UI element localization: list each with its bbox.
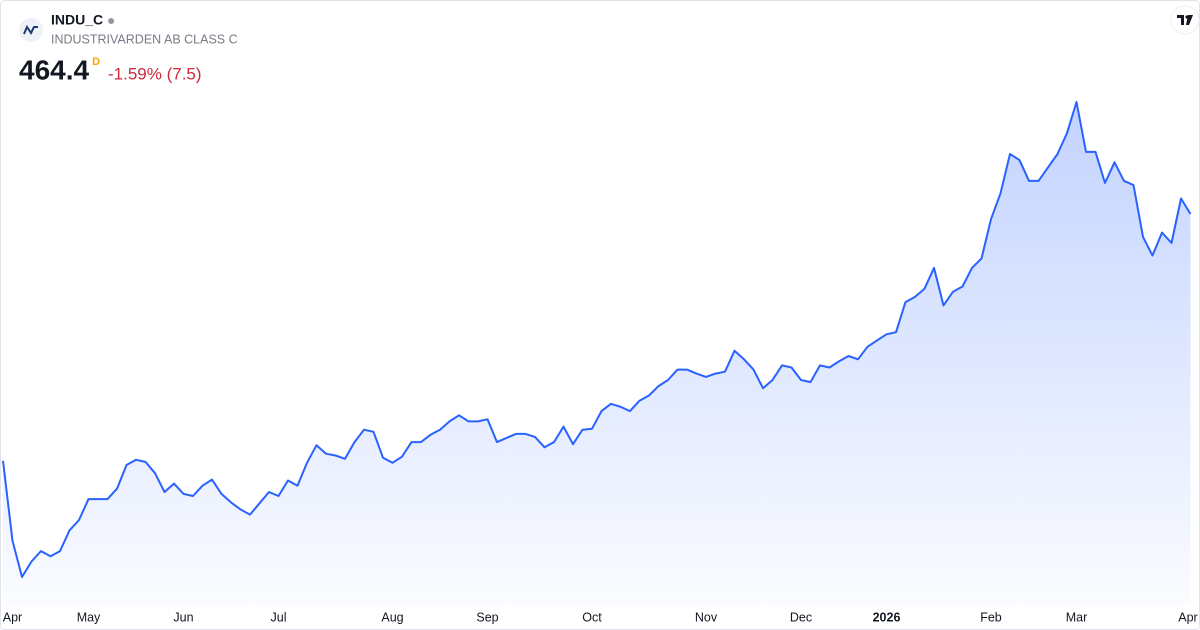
status-dot bbox=[108, 18, 115, 24]
last-price: 464.4 bbox=[19, 54, 89, 85]
x-tick-label: Apr bbox=[3, 610, 22, 624]
x-tick-label: Jun bbox=[173, 610, 193, 624]
x-tick-label: Oct bbox=[582, 610, 602, 624]
x-tick-label: Apr bbox=[1178, 610, 1197, 624]
symbol-logo bbox=[19, 18, 43, 42]
plot-area bbox=[2, 101, 1192, 606]
subtitle: INDUSTRIVARDEN AB CLASS C bbox=[51, 32, 238, 46]
change: -1.59% (7.5) bbox=[108, 64, 202, 83]
x-tick-label: Jul bbox=[271, 610, 287, 624]
x-tick-label: May bbox=[77, 610, 101, 624]
brand-logo[interactable] bbox=[1170, 5, 1200, 35]
x-tick-label: Nov bbox=[695, 610, 718, 624]
symbol: INDU_C bbox=[51, 12, 103, 28]
x-tick-label: Feb bbox=[980, 610, 1002, 624]
x-tick-label: Sep bbox=[476, 610, 498, 624]
x-tick-label: Mar bbox=[1066, 610, 1088, 624]
price-line bbox=[2, 101, 1192, 578]
interval: D bbox=[92, 56, 100, 68]
x-tick-label: Aug bbox=[381, 610, 403, 624]
x-tick-label: Dec bbox=[790, 610, 812, 624]
x-tick-label: 2026 bbox=[873, 610, 901, 624]
